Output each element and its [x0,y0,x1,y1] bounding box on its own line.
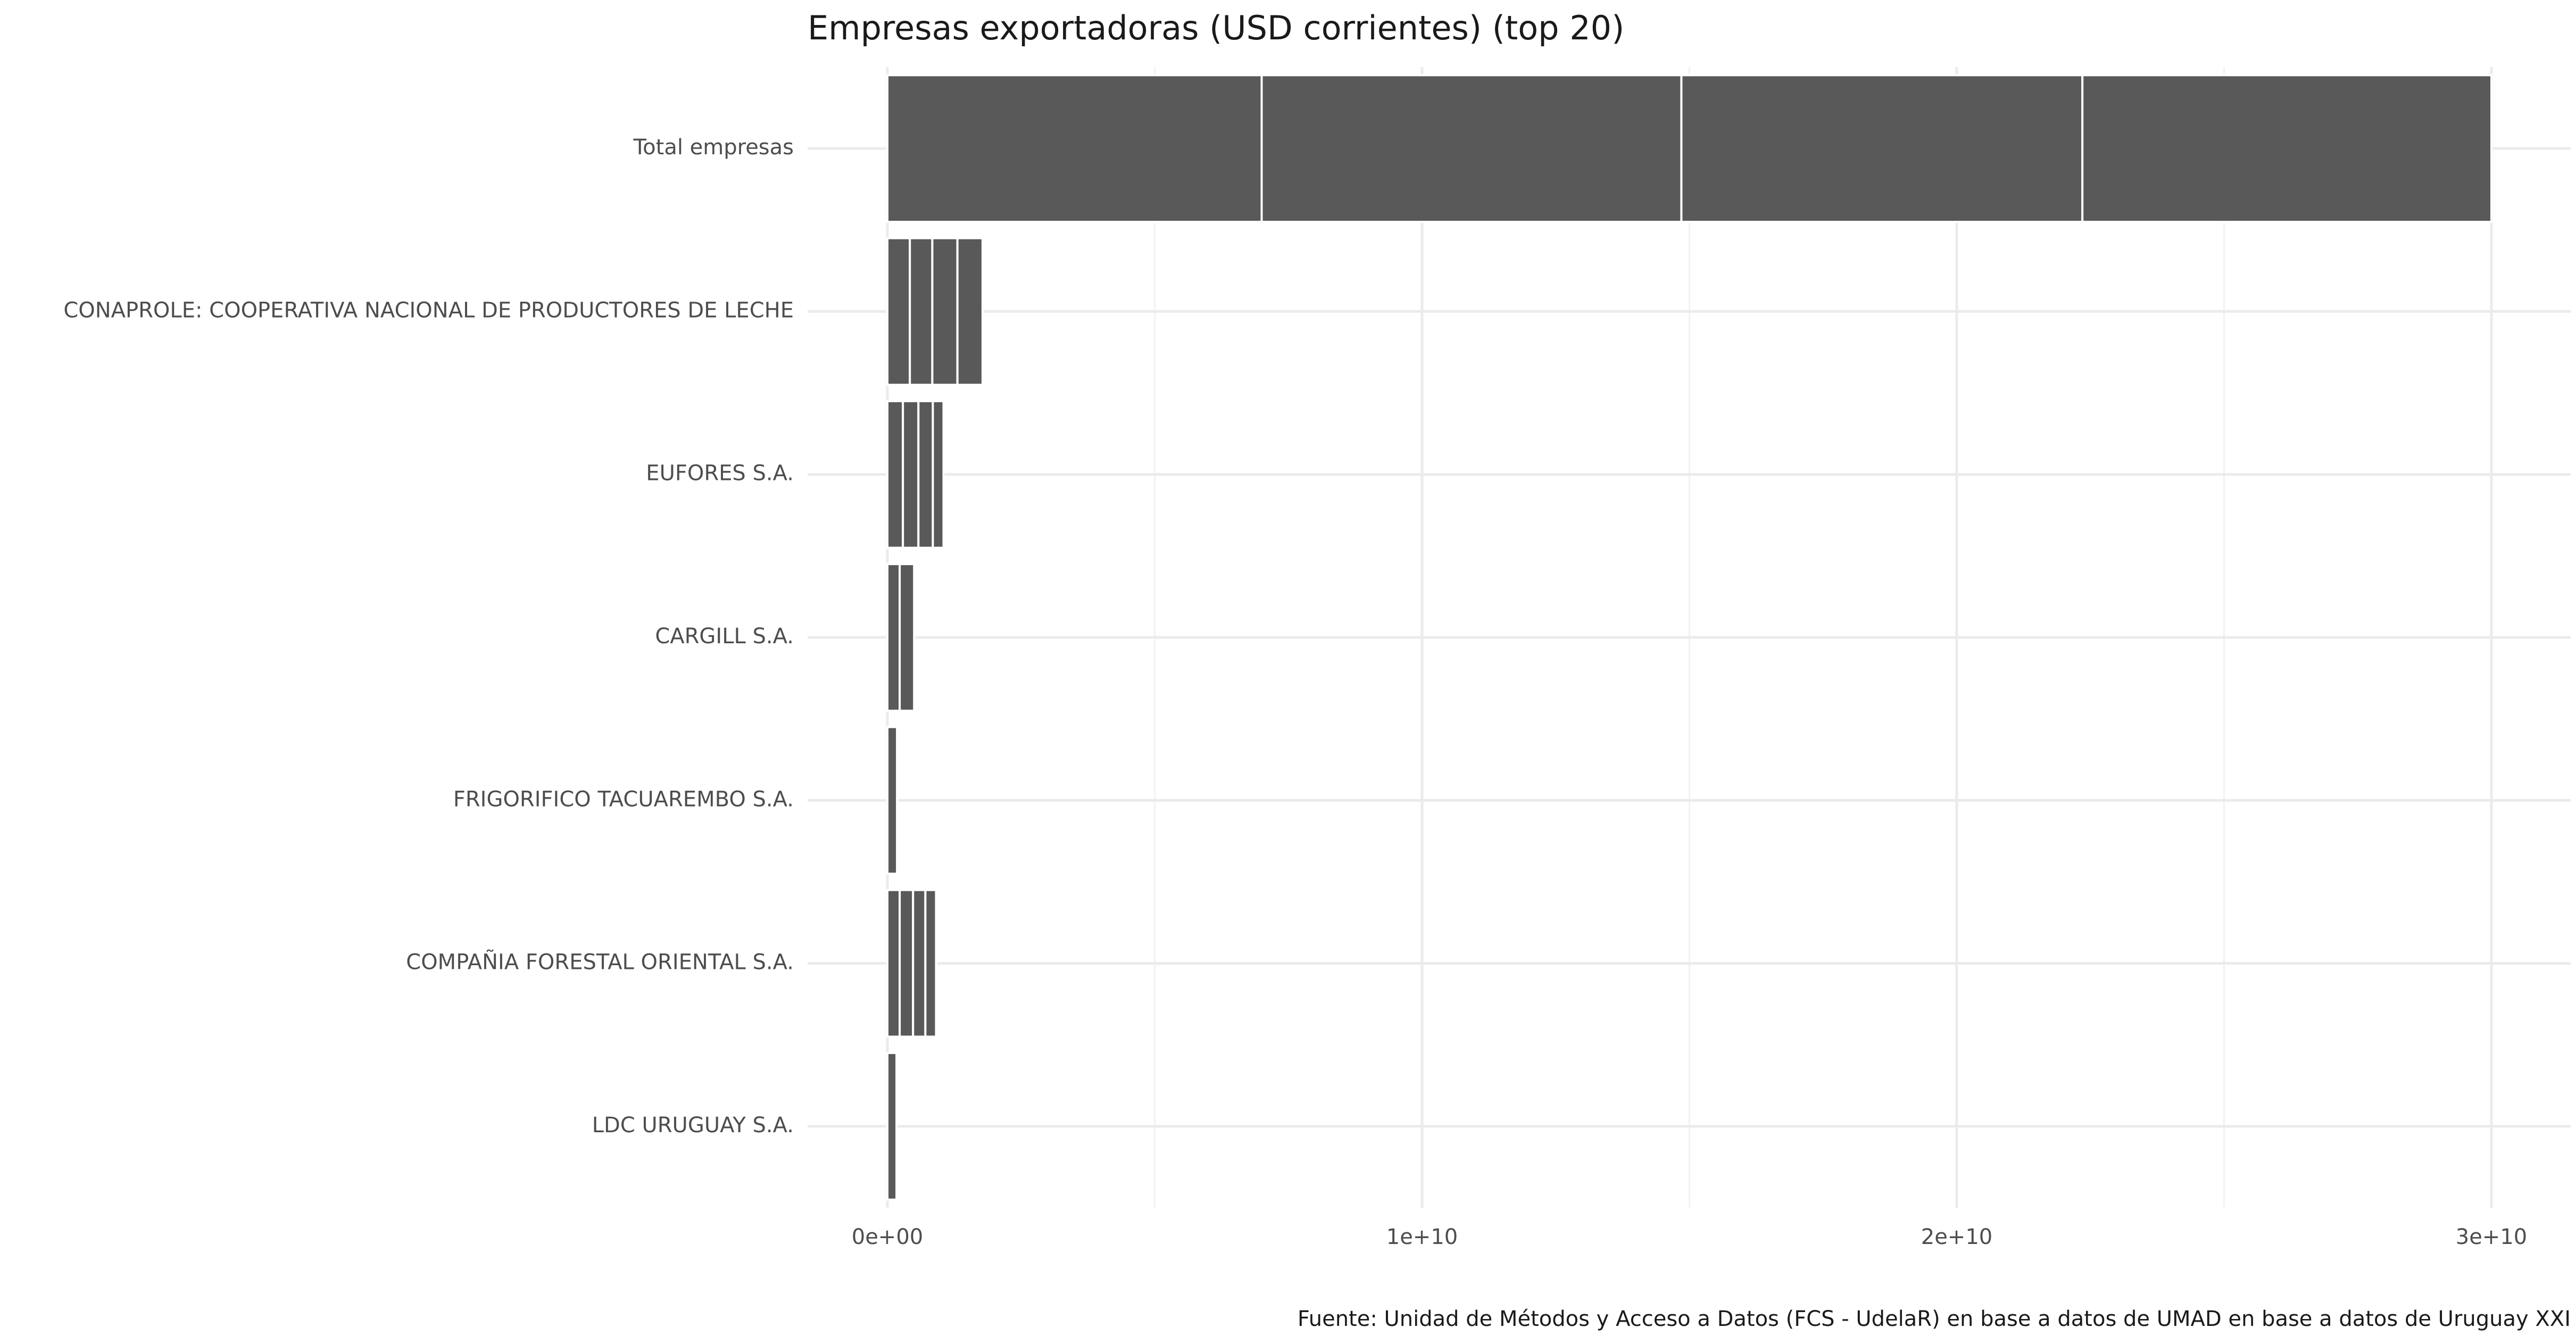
chart-caption: Fuente: Unidad de Métodos y Acceso a Dat… [1298,1307,2571,1331]
y-tick-label: FRIGORIFICO TACUAREMBO S.A. [453,787,794,811]
grid-layer [808,67,2571,1208]
bar-segment [917,400,934,549]
bar-segment [886,1052,898,1201]
x-tick-label: 1e+10 [1386,1225,1458,1249]
bars-layer [886,74,2493,1201]
bar-segment [886,400,904,549]
x-tick-label: 2e+10 [1921,1225,1992,1249]
bar-segment [899,889,915,1038]
bar-segment [956,237,984,386]
y-tick-label: Total empresas [633,135,794,160]
bar-segment [932,400,945,549]
bar-segment [924,889,937,1038]
x-tick-label: 0e+00 [852,1225,923,1249]
bar-segment [899,563,916,712]
bar-segment [886,889,901,1038]
bar-segment [886,563,901,712]
bar-segment [912,889,927,1038]
bar-segment [886,74,1263,223]
bar-segment [902,400,920,549]
bar-segment [886,726,899,875]
bar-segment [886,237,911,386]
y-tick-label: COMPAÑIA FORESTAL ORIENTAL S.A. [406,949,794,975]
y-tick-label: CONAPROLE: COOPERATIVA NACIONAL DE PRODU… [63,298,794,322]
bar-segment [1260,74,1683,223]
y-tick-label: EUFORES S.A. [646,461,794,486]
bar-segment [909,237,934,386]
bar-segment [2081,74,2493,223]
x-tick-label: 3e+10 [2456,1225,2527,1249]
y-tick-label: LDC URUGUAY S.A. [592,1113,794,1138]
labels-layer: Total empresas CONAPROLE: COOPERATIVA NAC… [63,135,2527,1249]
y-tick-label: CARGILL S.A. [655,624,794,649]
chart-title: Empresas exportadoras (USD corrientes) (… [808,9,1624,47]
bar-segment [931,237,959,386]
bar-segment [1680,74,2084,223]
